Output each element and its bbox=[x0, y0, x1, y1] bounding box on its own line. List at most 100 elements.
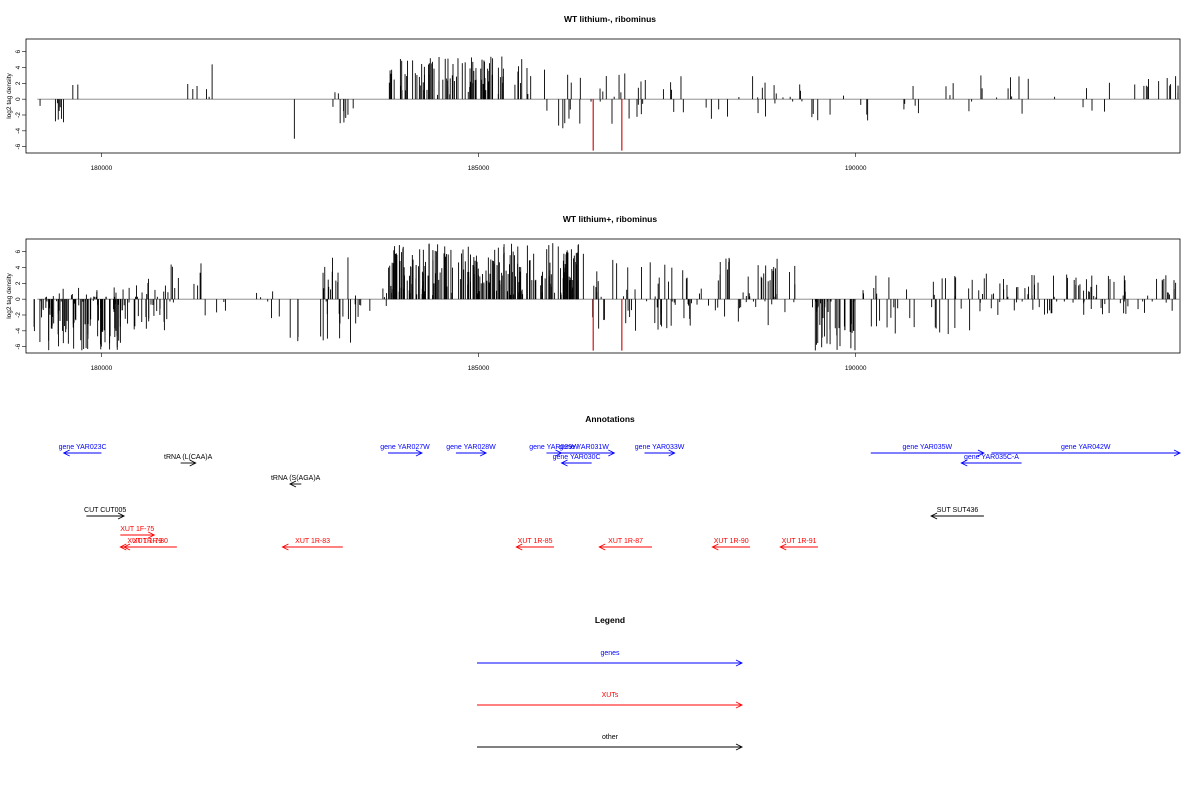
annotation-feature: gene YAR030C bbox=[553, 454, 601, 467]
annotation-feature: SUT SUT436 bbox=[930, 507, 984, 520]
y-tick-label: -2 bbox=[15, 312, 22, 318]
legend-label: other bbox=[602, 734, 619, 741]
feature-label: gene YAR027W bbox=[380, 444, 430, 451]
y-tick-label: -2 bbox=[15, 112, 22, 118]
bars bbox=[33, 243, 1177, 351]
y-axis-label: log2 tag density bbox=[6, 272, 13, 318]
arrowhead bbox=[735, 701, 744, 709]
arrowhead bbox=[608, 449, 616, 457]
legend-panel: Legend genes XUTs other bbox=[477, 615, 744, 751]
y-tick-label: 6 bbox=[15, 249, 22, 253]
y-tick-label: -4 bbox=[15, 128, 22, 134]
y-tick-label: -4 bbox=[15, 328, 22, 334]
annotation-feature: XUT 1R-90 bbox=[711, 538, 751, 551]
legend-label: XUTs bbox=[602, 692, 619, 699]
annotation-feature: gene YAR042W bbox=[991, 444, 1182, 457]
feature-label: XUT 1F-75 bbox=[120, 526, 154, 533]
annotation-feature: XUT 1R-80 bbox=[123, 538, 177, 551]
feature-label: gene YAR033W bbox=[635, 444, 685, 451]
feature-label: gene YAR028W bbox=[446, 444, 496, 451]
feature-label: CUT CUT005 bbox=[84, 507, 126, 514]
arrowhead bbox=[123, 543, 131, 551]
arrowhead bbox=[735, 743, 744, 751]
y-tick-label: 2 bbox=[15, 81, 22, 85]
annotation-feature: gene YAR027W bbox=[380, 444, 430, 457]
x-tick-label: 190000 bbox=[845, 365, 867, 372]
feature-label: XUT 1R-87 bbox=[608, 538, 643, 545]
arrowhead bbox=[415, 449, 423, 457]
feature-label: XUT 1R-90 bbox=[714, 538, 749, 545]
feature-label: gene YAR035C-A bbox=[964, 454, 1019, 461]
annotation-feature: XUT 1R-83 bbox=[281, 538, 343, 551]
plot-frame bbox=[25, 38, 1181, 154]
arrowhead bbox=[62, 449, 70, 457]
feature-label: gene YAR042W bbox=[1061, 444, 1111, 451]
y-axis-label: log2 tag density bbox=[6, 72, 13, 118]
x-tick-label: 180000 bbox=[91, 365, 113, 372]
arrowhead bbox=[479, 449, 488, 457]
annotation-feature: gene YAR031W bbox=[553, 444, 616, 457]
legend-entry: XUTs bbox=[477, 692, 744, 709]
feature-label: tRNA (S(AGA)A bbox=[271, 475, 321, 482]
annotation-feature: gene YAR035C-A bbox=[960, 454, 1022, 467]
panel-lithium-plus: WT lithium+, ribominus log2 tag density … bbox=[6, 214, 1181, 372]
arrowhead bbox=[960, 459, 968, 467]
y-tick-label: 2 bbox=[15, 281, 22, 285]
legend-title: Legend bbox=[595, 615, 625, 625]
arrowhead bbox=[148, 531, 156, 539]
x-tick-label: 190000 bbox=[845, 165, 867, 172]
arrowhead bbox=[119, 543, 127, 551]
annotation-feature: gene YAR033W bbox=[635, 444, 685, 457]
feature-label: XUT 1R-85 bbox=[518, 538, 553, 545]
legend-entry: genes bbox=[477, 650, 744, 667]
annotation-feature: XUT 1R-91 bbox=[779, 538, 818, 551]
panel-lithium-minus: WT lithium-, ribominus log2 tag density … bbox=[6, 14, 1181, 172]
arrowhead bbox=[711, 543, 719, 551]
axes: -6 -4 -2 0 2 4 6 180000 185000 190000 bbox=[15, 249, 1180, 372]
y-tick-label: -6 bbox=[15, 143, 22, 149]
annotation-feature: tRNA (L(CAA)A bbox=[164, 454, 213, 467]
annotation-feature: XUT 1R-85 bbox=[515, 538, 554, 551]
x-tick-label: 185000 bbox=[468, 365, 490, 372]
annotation-feature: gene YAR035W bbox=[870, 444, 985, 457]
arrowhead bbox=[779, 543, 787, 551]
annotation-feature: gene YAR028W bbox=[446, 444, 496, 457]
arrowhead bbox=[189, 459, 197, 467]
feature-label: gene YAR030C bbox=[553, 454, 601, 461]
annotation-feature: XUT 1R-87 bbox=[598, 538, 653, 551]
plot-frame bbox=[25, 238, 1181, 354]
arrowhead bbox=[515, 543, 523, 551]
annotation-feature: CUT CUT005 bbox=[84, 507, 126, 520]
legend-entry: other bbox=[477, 734, 744, 751]
annotation-feature: gene YAR023C bbox=[59, 444, 107, 457]
annotation-feature: XUT 1F-75 bbox=[120, 526, 156, 539]
arrowhead bbox=[288, 480, 297, 488]
y-tick-label: 0 bbox=[15, 97, 22, 101]
feature-label: XUT 1R-79 bbox=[127, 538, 162, 545]
arrowhead bbox=[977, 449, 985, 457]
legend-entries: genes XUTs other bbox=[477, 650, 744, 751]
annotations-title: Annotations bbox=[585, 414, 635, 424]
arrowhead bbox=[560, 459, 568, 467]
y-tick-label: 6 bbox=[15, 49, 22, 53]
arrowhead bbox=[735, 659, 744, 667]
y-tick-label: 4 bbox=[15, 265, 22, 269]
feature-label: tRNA (L(CAA)A bbox=[164, 454, 213, 461]
feature-label: gene YAR023C bbox=[59, 444, 107, 451]
y-tick-label: 4 bbox=[15, 65, 22, 69]
chart-title: WT lithium-, ribominus bbox=[564, 14, 656, 24]
y-tick-label: -6 bbox=[15, 343, 22, 349]
feature-label: XUT 1R-83 bbox=[295, 538, 330, 545]
legend-label: genes bbox=[600, 650, 620, 657]
feature-label: gene YAR029W bbox=[529, 444, 579, 451]
arrowhead bbox=[598, 543, 606, 551]
annotation-features: gene YAR023C tRNA (L(CAA)A tRNA (S(AGA)A CU… bbox=[59, 444, 1182, 551]
bars bbox=[39, 56, 1179, 151]
x-tick-label: 185000 bbox=[468, 165, 490, 172]
axes: -6 -4 -2 0 2 4 6 180000 185000 190000 bbox=[15, 49, 1180, 172]
arrowhead bbox=[117, 512, 126, 520]
chart-title: WT lithium+, ribominus bbox=[563, 214, 657, 224]
arrowhead bbox=[281, 543, 289, 551]
annotations-panel: Annotations gene YAR023C tRNA (L(CAA)A tRN… bbox=[59, 414, 1182, 551]
